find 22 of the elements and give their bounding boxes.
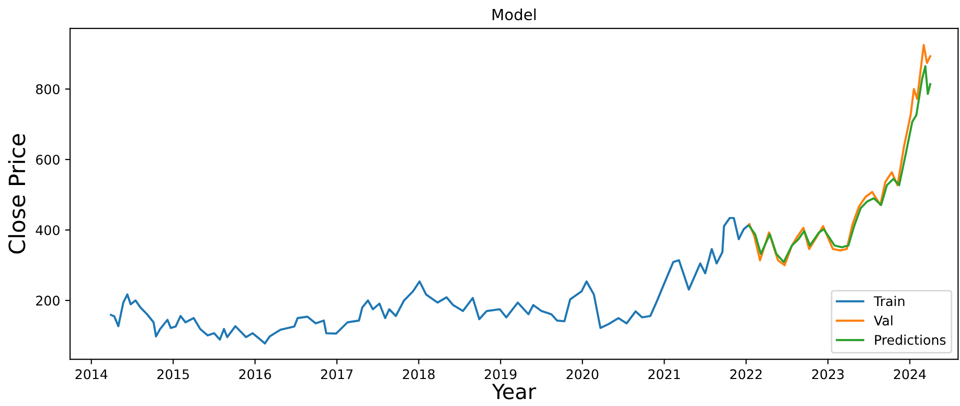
x-tick-label: 2017 bbox=[321, 369, 353, 380]
x-tick-label: 2019 bbox=[484, 369, 516, 380]
x-tick-label: 2023 bbox=[812, 369, 844, 380]
x-tick-label: 2021 bbox=[648, 369, 680, 380]
legend-label: Val bbox=[874, 315, 892, 326]
x-tick-label: 2015 bbox=[157, 369, 189, 380]
legend-label: Predictions bbox=[875, 334, 946, 345]
y-axis-title: Close Price bbox=[8, 134, 26, 254]
y-tick-label: 400 bbox=[36, 225, 60, 236]
y-tick-label: 200 bbox=[36, 296, 60, 306]
y-tick-label: 600 bbox=[36, 154, 60, 165]
x-tick-label: 2022 bbox=[730, 369, 762, 380]
x-tick-label: 2024 bbox=[894, 369, 926, 380]
x-tick-label: 2020 bbox=[566, 369, 598, 380]
x-axis-title: Year bbox=[492, 384, 536, 400]
x-tick-label: 2016 bbox=[239, 369, 272, 380]
line-series bbox=[110, 216, 750, 344]
x-tick-label: 2018 bbox=[402, 369, 435, 380]
legend-label: Train bbox=[874, 296, 904, 306]
x-tick-label: 2014 bbox=[76, 369, 108, 380]
chart-title: Model bbox=[492, 8, 536, 20]
y-tick-label: 800 bbox=[36, 84, 60, 94]
